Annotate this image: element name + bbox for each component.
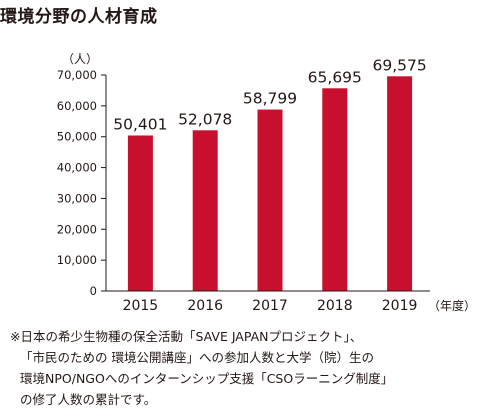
bar-chart: （人） 0 10,000 20,000 30,000 40,000 50,000 60,00… xyxy=(57,52,476,314)
y-axis-unit-label: （人） xyxy=(62,52,98,66)
y-tick-label: 70,000 xyxy=(57,68,97,82)
footnote-line: 環境NPO/NGOへのインターンシップ支援「CSOラーニング制度」 xyxy=(20,371,394,386)
chart-title: 環境分野の人材育成 xyxy=(0,7,158,27)
bar-value-label: 69,575 xyxy=(372,56,426,74)
footnote-line: の修了人数の累計です。 xyxy=(20,392,157,407)
bar-value-label: 52,078 xyxy=(178,110,232,128)
bar xyxy=(192,130,218,291)
x-tick-label: 2018 xyxy=(317,298,353,314)
x-tick-label: 2016 xyxy=(187,298,223,314)
y-tick-label: 40,000 xyxy=(57,161,97,175)
y-axis: 0 10,000 20,000 30,000 40,000 50,000 60,000 70,… xyxy=(57,68,107,298)
bar xyxy=(257,109,283,292)
bar xyxy=(127,135,153,291)
y-tick-label: 0 xyxy=(90,284,97,298)
bar-value-label: 58,799 xyxy=(243,90,297,108)
y-tick-label: 50,000 xyxy=(57,130,97,144)
bar xyxy=(387,76,413,291)
y-tick-label: 20,000 xyxy=(57,222,97,236)
y-tick-label: 30,000 xyxy=(57,191,97,205)
footnote: ※日本の希少生物種の保全活動「SAVE JAPANプロジェクト」、 「市民のため… xyxy=(10,326,476,410)
bar-value-label: 65,695 xyxy=(308,68,362,86)
bar-value-label: 50,401 xyxy=(113,115,167,133)
x-tick-label: 2019 xyxy=(382,298,418,314)
x-tick-label: 2017 xyxy=(252,298,288,314)
bar xyxy=(322,88,348,291)
y-tick-label: 10,000 xyxy=(57,253,97,267)
footnote-line: ※日本の希少生物種の保全活動「SAVE JAPANプロジェクト」、 xyxy=(10,329,363,344)
x-tick-label: 2015 xyxy=(123,298,159,314)
x-axis-unit-label: （年度） xyxy=(428,298,476,313)
y-tick-label: 60,000 xyxy=(57,99,97,113)
footnote-line: 「市民のための 環境公開講座」への参加人数と大学（院）生の xyxy=(20,350,374,365)
bar-series: 50,401 52,078 58,799 65,695 69,575 xyxy=(113,56,427,292)
x-axis: 2015 2016 2017 2018 2019 xyxy=(106,290,430,314)
